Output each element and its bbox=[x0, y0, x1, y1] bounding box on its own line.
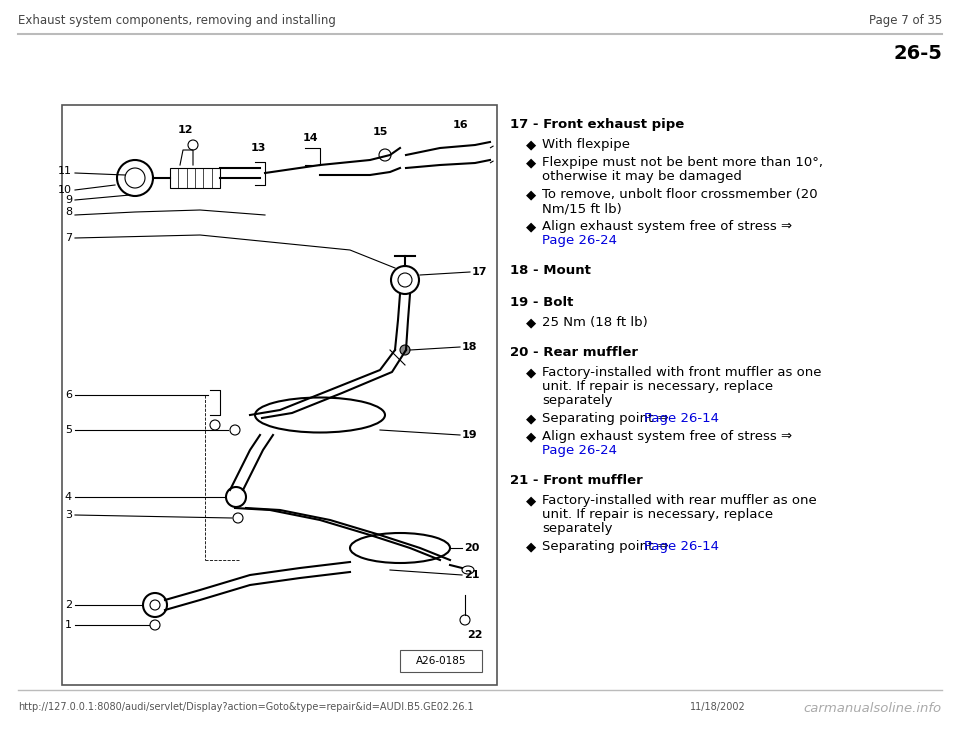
Text: 10: 10 bbox=[58, 185, 72, 195]
Bar bbox=[170, 168, 220, 188]
Text: 17 - Front exhaust pipe: 17 - Front exhaust pipe bbox=[510, 118, 684, 131]
Text: With flexpipe: With flexpipe bbox=[542, 138, 630, 151]
Text: unit. If repair is necessary, replace: unit. If repair is necessary, replace bbox=[542, 380, 773, 393]
Text: ◆: ◆ bbox=[526, 188, 537, 201]
Text: 11/18/2002: 11/18/2002 bbox=[690, 702, 746, 712]
Text: 26-5: 26-5 bbox=[893, 44, 942, 63]
Text: http://127.0.0.1:8080/audi/servlet/Display?action=Goto&type=repair&id=AUDI.B5.GE: http://127.0.0.1:8080/audi/servlet/Displ… bbox=[18, 702, 473, 712]
Text: 17: 17 bbox=[472, 267, 488, 277]
Text: Exhaust system components, removing and installing: Exhaust system components, removing and … bbox=[18, 14, 336, 27]
Circle shape bbox=[379, 149, 391, 161]
Text: 19: 19 bbox=[462, 430, 478, 440]
Text: 12: 12 bbox=[178, 125, 193, 135]
Text: 7: 7 bbox=[65, 233, 72, 243]
Text: unit. If repair is necessary, replace: unit. If repair is necessary, replace bbox=[542, 508, 773, 521]
Text: 21 - Front muffler: 21 - Front muffler bbox=[510, 474, 643, 487]
Text: 18: 18 bbox=[462, 342, 477, 352]
Text: separately: separately bbox=[542, 522, 612, 535]
Text: Page 26-14: Page 26-14 bbox=[644, 540, 719, 553]
Text: 14: 14 bbox=[302, 133, 318, 143]
Text: Nm/15 ft lb): Nm/15 ft lb) bbox=[542, 202, 622, 215]
Text: Flexpipe must not be bent more than 10°,: Flexpipe must not be bent more than 10°, bbox=[542, 156, 823, 169]
Text: Factory-installed with rear muffler as one: Factory-installed with rear muffler as o… bbox=[542, 494, 817, 507]
Circle shape bbox=[400, 345, 410, 355]
Text: ◆: ◆ bbox=[526, 430, 537, 443]
Text: ◆: ◆ bbox=[526, 540, 537, 553]
Text: Separating point ⇒: Separating point ⇒ bbox=[542, 540, 673, 553]
Text: ◆: ◆ bbox=[526, 494, 537, 507]
Text: 11: 11 bbox=[58, 166, 72, 176]
Text: 3: 3 bbox=[65, 510, 72, 520]
Text: 19 - Bolt: 19 - Bolt bbox=[510, 296, 573, 309]
Text: ◆: ◆ bbox=[526, 316, 537, 329]
Text: Page 26-24: Page 26-24 bbox=[542, 444, 617, 457]
Text: 20 - Rear muffler: 20 - Rear muffler bbox=[510, 346, 638, 359]
Text: Factory-installed with front muffler as one: Factory-installed with front muffler as … bbox=[542, 366, 822, 379]
Text: 1: 1 bbox=[65, 620, 72, 630]
Text: ◆: ◆ bbox=[526, 412, 537, 425]
Text: ◆: ◆ bbox=[526, 366, 537, 379]
Text: Separating point ⇒: Separating point ⇒ bbox=[542, 412, 673, 425]
Text: Page 7 of 35: Page 7 of 35 bbox=[869, 14, 942, 27]
Text: To remove, unbolt floor crossmember (20: To remove, unbolt floor crossmember (20 bbox=[542, 188, 818, 201]
Text: 6: 6 bbox=[65, 390, 72, 400]
Text: Align exhaust system free of stress ⇒: Align exhaust system free of stress ⇒ bbox=[542, 220, 792, 233]
Text: Align exhaust system free of stress ⇒: Align exhaust system free of stress ⇒ bbox=[542, 430, 792, 443]
Text: otherwise it may be damaged: otherwise it may be damaged bbox=[542, 170, 742, 183]
Text: ◆: ◆ bbox=[526, 220, 537, 233]
Text: 9: 9 bbox=[65, 195, 72, 205]
Text: carmanualsoline.info: carmanualsoline.info bbox=[804, 702, 942, 715]
Text: 13: 13 bbox=[251, 143, 266, 153]
Text: 22: 22 bbox=[467, 630, 483, 640]
Text: 8: 8 bbox=[65, 207, 72, 217]
Bar bbox=[400, 650, 482, 672]
Text: 25 Nm (18 ft lb): 25 Nm (18 ft lb) bbox=[542, 316, 648, 329]
Text: Page 26-24: Page 26-24 bbox=[542, 234, 617, 247]
Text: A26-0185: A26-0185 bbox=[416, 656, 467, 666]
Text: 15: 15 bbox=[372, 127, 388, 137]
Text: separately: separately bbox=[542, 394, 612, 407]
Text: 5: 5 bbox=[65, 425, 72, 435]
Text: 21: 21 bbox=[464, 570, 479, 580]
Text: ◆: ◆ bbox=[526, 138, 537, 151]
Text: 18 - Mount: 18 - Mount bbox=[510, 264, 590, 277]
Text: Page 26-14: Page 26-14 bbox=[644, 412, 719, 425]
Text: 4: 4 bbox=[65, 492, 72, 502]
Text: 20: 20 bbox=[464, 543, 479, 553]
Bar bbox=[62, 105, 497, 685]
Text: 16: 16 bbox=[452, 120, 468, 130]
Text: 2: 2 bbox=[65, 600, 72, 610]
Text: ◆: ◆ bbox=[526, 156, 537, 169]
